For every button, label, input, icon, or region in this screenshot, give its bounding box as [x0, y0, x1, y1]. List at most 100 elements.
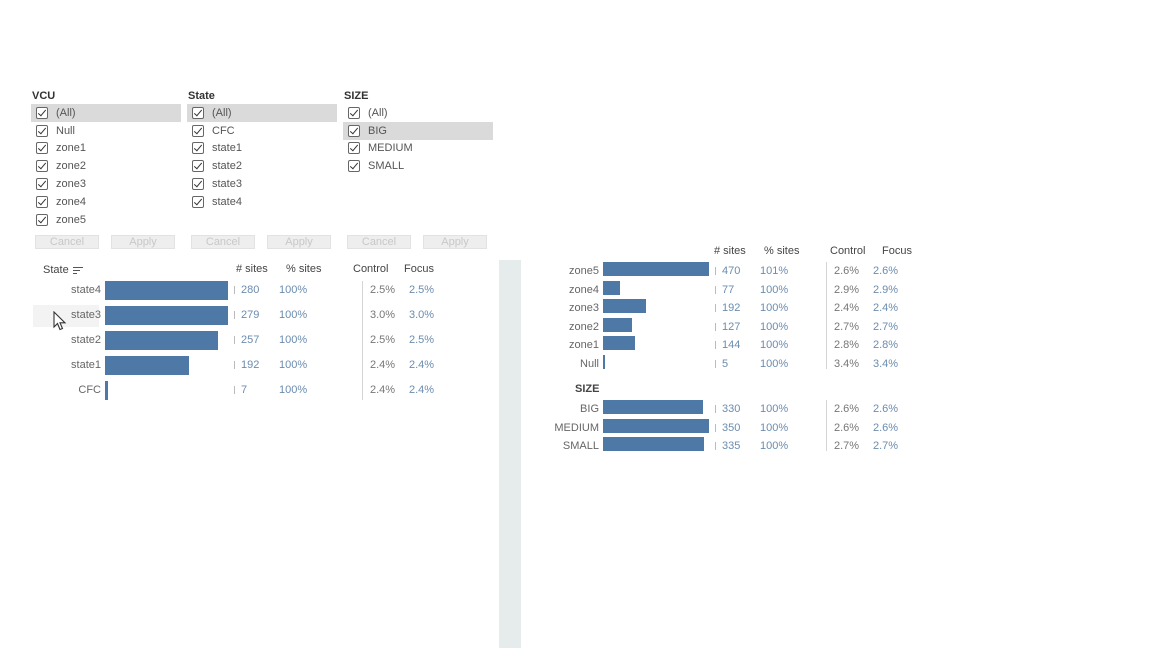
checkbox-checked-icon[interactable]: [36, 195, 48, 208]
checkbox-checked-icon[interactable]: [36, 213, 48, 226]
state_table-control-value: 2.4%: [370, 359, 396, 371]
state_table-row-label[interactable]: state2: [71, 334, 101, 346]
state-filter-item[interactable]: CFC: [187, 122, 337, 140]
state-filter-item[interactable]: (All): [187, 104, 337, 122]
size_table-bar[interactable]: [603, 418, 709, 433]
state_table-control-value: 2.4%: [370, 384, 396, 396]
state-filter-item[interactable]: state4: [187, 193, 337, 211]
state_table-pct-value: 100%: [279, 359, 308, 371]
vcu-filter-item[interactable]: zone4: [31, 193, 181, 211]
zone_table-row-label[interactable]: zone2: [569, 320, 599, 333]
checkbox-checked-icon[interactable]: [192, 195, 204, 208]
zone_table-pct-value: 100%: [760, 283, 789, 296]
zone_table-bar[interactable]: [603, 280, 620, 295]
checkbox-checked-icon[interactable]: [192, 106, 204, 119]
zone_table-control-value: 2.4%: [834, 302, 860, 315]
state-apply-button[interactable]: Apply: [267, 235, 331, 249]
checkbox-checked-icon[interactable]: [348, 124, 360, 137]
checkbox-checked-icon[interactable]: [192, 160, 204, 173]
vcu-filter-item[interactable]: zone5: [31, 211, 181, 229]
size-filter-item[interactable]: (All): [343, 104, 493, 122]
zone_table-control-value: 2.6%: [834, 265, 860, 277]
checkbox-checked-icon[interactable]: [36, 160, 48, 173]
zone_table-bar[interactable]: [603, 299, 646, 314]
state-filter-buttons: Cancel Apply: [191, 235, 331, 249]
size_table-row-label[interactable]: MEDIUM: [554, 421, 599, 434]
checkbox-checked-icon[interactable]: [348, 142, 360, 155]
state_table-bar[interactable]: [105, 306, 228, 325]
size-filter-item-label: (All): [368, 106, 388, 119]
zone_table-control-value: 2.8%: [834, 339, 860, 352]
state_table-row-label[interactable]: state1: [71, 359, 101, 371]
state_table-bar[interactable]: [105, 281, 228, 300]
state_table-row-label[interactable]: CFC: [78, 384, 101, 396]
checkbox-checked-icon[interactable]: [36, 178, 48, 191]
size-filter-buttons: Cancel Apply: [347, 235, 487, 249]
vcu-cancel-button[interactable]: Cancel: [35, 235, 99, 249]
vcu-apply-button[interactable]: Apply: [111, 235, 175, 249]
column-divider: [826, 262, 827, 369]
checkbox-checked-icon[interactable]: [36, 124, 48, 137]
size_table-bar[interactable]: [603, 400, 703, 414]
zone_table-row-label[interactable]: zone4: [569, 283, 599, 296]
axis-tick: [715, 442, 716, 451]
checkbox-checked-icon[interactable]: [36, 142, 48, 155]
size_table-row-label[interactable]: BIG: [580, 403, 599, 415]
vcu-filter-item[interactable]: Null: [31, 122, 181, 140]
size-filter-item[interactable]: BIG: [343, 121, 493, 140]
state-header-label: State: [43, 264, 69, 276]
zone_table-row-label[interactable]: zone1: [569, 339, 599, 352]
zone_table-row-label[interactable]: zone5: [569, 265, 599, 277]
size-filter-item[interactable]: MEDIUM: [343, 140, 493, 158]
axis-tick: [715, 304, 716, 313]
state-filter-item[interactable]: state3: [187, 175, 337, 193]
state-filter-list: (All) CFC state1 state2 state3 state4: [187, 104, 337, 211]
zone_table-bar[interactable]: [603, 336, 635, 351]
state_table-bar[interactable]: [105, 331, 218, 350]
column-divider: [826, 400, 827, 452]
state-filter-item-label: state3: [212, 178, 242, 191]
zone_table-bar[interactable]: [603, 355, 605, 369]
state_table-pct-value: 100%: [279, 334, 308, 346]
state_table-bar[interactable]: [105, 381, 108, 400]
checkbox-checked-icon[interactable]: [192, 124, 204, 137]
vcu-filter-item[interactable]: zone3: [31, 175, 181, 193]
size-filter-item[interactable]: SMALL: [343, 157, 493, 175]
axis-tick: [715, 423, 716, 432]
zone_table-control-value: 2.7%: [834, 320, 860, 333]
state_table-row-label[interactable]: state3: [71, 309, 101, 321]
zone_table-bar[interactable]: [603, 317, 632, 332]
state-filter-item[interactable]: state2: [187, 157, 337, 175]
vcu-filter-item[interactable]: (All): [31, 104, 181, 122]
vcu-filter-item[interactable]: zone2: [31, 157, 181, 175]
size_table-sites-value: 335: [722, 440, 741, 453]
checkbox-checked-icon[interactable]: [348, 160, 360, 173]
state-filter-item-label: state1: [212, 142, 242, 155]
size-cancel-button[interactable]: Cancel: [347, 235, 411, 249]
zone_table-pct-value: 100%: [760, 320, 789, 333]
mouse-cursor-icon: [53, 311, 67, 331]
checkbox-checked-icon[interactable]: [192, 178, 204, 191]
vcu-filter-item[interactable]: zone1: [31, 140, 181, 158]
zone_table-bar[interactable]: [603, 262, 709, 276]
vcu-filter-item-label: zone2: [56, 160, 86, 173]
zone_table-row-label[interactable]: Null: [580, 358, 599, 370]
state-filter-item[interactable]: state1: [187, 140, 337, 158]
state-filter-item-label: state2: [212, 160, 242, 173]
state-focus-header: Focus: [404, 263, 434, 275]
size-apply-button[interactable]: Apply: [423, 235, 487, 249]
size_table-pct-value: 100%: [760, 421, 789, 434]
sort-descending-icon[interactable]: [72, 266, 83, 275]
state-cancel-button[interactable]: Cancel: [191, 235, 255, 249]
state_table-bar[interactable]: [105, 356, 189, 375]
size_table-bar[interactable]: [603, 437, 704, 452]
state-column-header[interactable]: State: [43, 264, 83, 276]
checkbox-checked-icon[interactable]: [348, 106, 360, 119]
size-filter: SIZE (All) BIG MEDIUM SMALL: [343, 88, 493, 175]
zone_table-row-label[interactable]: zone3: [569, 302, 599, 315]
vcu-filter-item-label: zone5: [56, 213, 86, 226]
checkbox-checked-icon[interactable]: [36, 106, 48, 119]
state_table-row-label[interactable]: state4: [71, 284, 101, 296]
checkbox-checked-icon[interactable]: [192, 142, 204, 155]
size_table-row-label[interactable]: SMALL: [562, 440, 599, 453]
